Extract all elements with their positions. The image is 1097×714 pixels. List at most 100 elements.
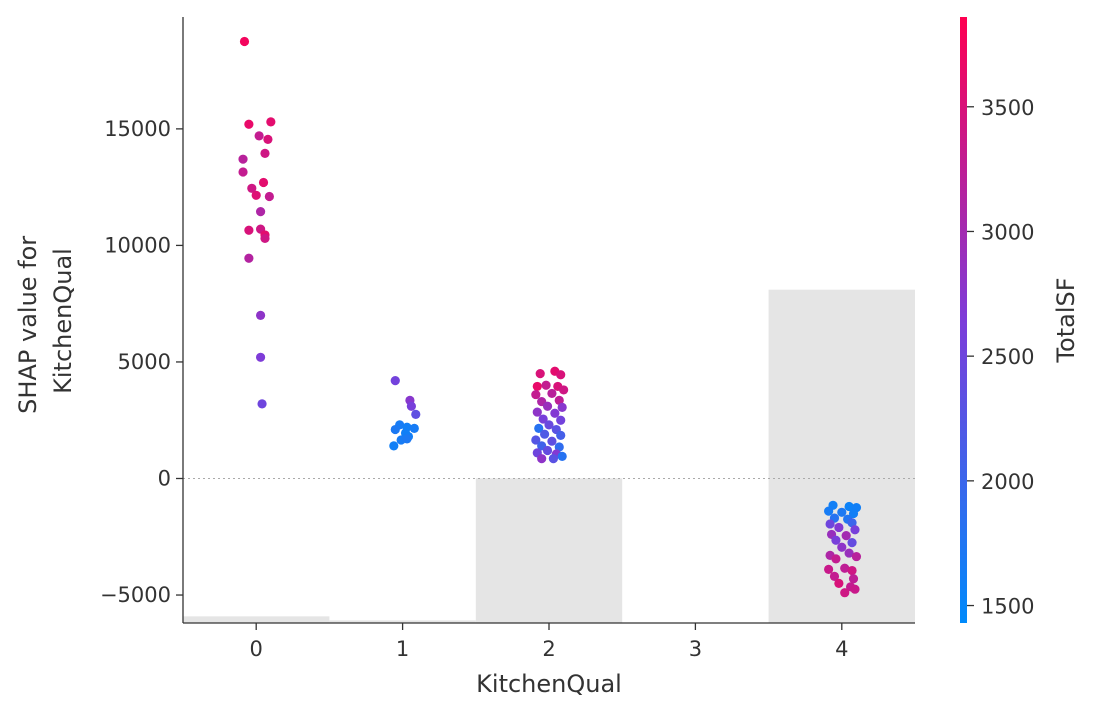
data-point-11 xyxy=(264,191,274,202)
data-point-17 xyxy=(244,253,254,263)
data-point-70 xyxy=(837,507,847,517)
data-point-47 xyxy=(532,407,542,417)
data-point-59 xyxy=(554,442,564,452)
data-point-40 xyxy=(559,385,569,395)
data-point-69 xyxy=(824,506,834,516)
data-point-50 xyxy=(556,415,566,425)
data-point-7 xyxy=(238,167,248,177)
data-point-23 xyxy=(406,401,416,411)
data-point-10 xyxy=(251,190,261,200)
x-tick-label: 0 xyxy=(250,637,263,661)
data-point-65 xyxy=(548,454,558,464)
data-point-4 xyxy=(263,134,273,144)
y-tick-label: −5000 xyxy=(100,583,171,607)
data-point-33 xyxy=(402,434,412,444)
data-point-8 xyxy=(258,177,269,188)
data-point-64 xyxy=(537,454,547,464)
data-point-45 xyxy=(542,401,553,411)
colorbar-tick-label: 3500 xyxy=(981,96,1034,120)
data-point-75 xyxy=(847,518,857,528)
data-point-52 xyxy=(534,423,544,433)
y-tick-label: 15000 xyxy=(104,117,171,141)
data-point-42 xyxy=(547,388,557,399)
colorbar-label: TotalSF xyxy=(1052,277,1080,363)
y-tick-label: 5000 xyxy=(118,350,171,374)
data-point-95 xyxy=(850,584,860,594)
data-point-79 xyxy=(841,530,851,541)
data-point-21 xyxy=(390,376,400,386)
data-point-55 xyxy=(556,430,566,440)
data-point-54 xyxy=(540,429,550,439)
data-point-28 xyxy=(409,423,419,433)
data-point-9 xyxy=(247,183,257,193)
data-point-49 xyxy=(538,414,548,424)
data-point-5 xyxy=(260,148,270,158)
data-point-67 xyxy=(844,501,854,512)
x-tick-label: 4 xyxy=(835,637,848,661)
data-point-63 xyxy=(557,451,567,461)
data-point-37 xyxy=(532,381,542,392)
y-axis-label: SHAP value for KitchenQual xyxy=(14,228,77,414)
data-point-88 xyxy=(840,563,850,573)
data-point-92 xyxy=(834,578,844,588)
y-axis-label-line-1: SHAP value for xyxy=(14,236,42,414)
y-tick-label: 0 xyxy=(158,466,171,490)
data-point-81 xyxy=(847,537,857,548)
data-point-1 xyxy=(244,119,254,129)
data-point-77 xyxy=(850,525,860,535)
data-point-2 xyxy=(266,117,276,127)
histogram-bar-2 xyxy=(475,478,623,623)
data-point-89 xyxy=(847,565,857,576)
data-point-80 xyxy=(831,535,841,545)
y-axis-ticks: −5000 0 5000 10000 15000 xyxy=(100,117,183,607)
data-point-6 xyxy=(238,154,248,164)
histogram-bar-4 xyxy=(768,289,915,623)
data-point-60 xyxy=(542,445,553,456)
colorbar-tick-label: 3000 xyxy=(981,220,1034,244)
data-point-12 xyxy=(255,207,266,217)
histogram-bar-1 xyxy=(329,620,476,623)
data-point-32 xyxy=(389,441,399,451)
data-point-13 xyxy=(244,225,254,235)
data-point-94 xyxy=(840,588,850,598)
data-point-46 xyxy=(557,402,567,413)
scatter-points xyxy=(238,36,862,598)
colorbar-tick-label: 2500 xyxy=(981,345,1034,369)
data-point-20 xyxy=(257,399,267,409)
data-point-27 xyxy=(390,424,400,435)
x-axis-ticks: 0 1 2 3 4 xyxy=(250,623,848,661)
data-point-71 xyxy=(848,508,859,519)
data-point-84 xyxy=(844,548,854,558)
data-point-74 xyxy=(825,519,835,529)
data-point-90 xyxy=(829,571,840,581)
feature-histogram xyxy=(183,289,915,623)
data-point-0 xyxy=(239,36,250,47)
data-point-18 xyxy=(255,310,266,320)
data-point-3 xyxy=(254,131,264,141)
data-point-38 xyxy=(541,380,551,390)
x-tick-label: 1 xyxy=(396,637,409,661)
histogram-bar-0 xyxy=(183,616,330,623)
y-tick-label: 10000 xyxy=(104,233,171,257)
data-point-16 xyxy=(260,233,270,244)
data-point-19 xyxy=(255,352,266,362)
colorbar-tick-label: 2000 xyxy=(981,470,1034,494)
x-tick-label: 3 xyxy=(689,637,702,661)
data-point-76 xyxy=(834,522,844,533)
data-point-51 xyxy=(544,420,554,430)
data-point-48 xyxy=(550,408,560,418)
data-point-44 xyxy=(554,395,564,406)
data-point-36 xyxy=(556,370,566,380)
data-point-24 xyxy=(411,409,421,419)
data-point-82 xyxy=(837,542,847,552)
data-point-91 xyxy=(848,574,859,584)
data-point-85 xyxy=(851,551,862,562)
data-point-87 xyxy=(824,564,834,574)
data-point-57 xyxy=(547,436,557,446)
colorbar xyxy=(960,17,967,623)
data-point-86 xyxy=(831,554,841,564)
x-axis-label: KitchenQual xyxy=(476,670,622,698)
y-axis-label-line-2: KitchenQual xyxy=(49,248,77,394)
colorbar-tick-label: 1500 xyxy=(981,595,1034,619)
